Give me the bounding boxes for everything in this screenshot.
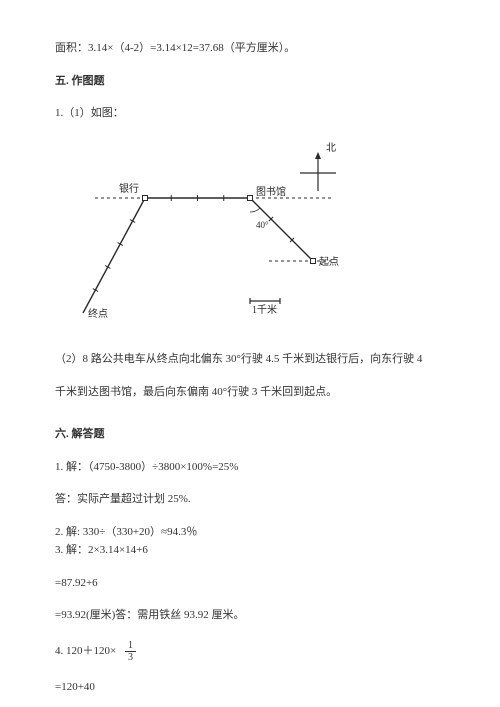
ans3-line2: =87.92+6 bbox=[55, 575, 445, 592]
svg-text:起点: 起点 bbox=[319, 256, 339, 268]
svg-text:40°: 40° bbox=[256, 220, 269, 230]
fraction-numerator: 1 bbox=[125, 640, 136, 652]
svg-text:北: 北 bbox=[326, 142, 336, 154]
ans2-line: 2. 解: 330÷（330+20）≈94.3％ bbox=[55, 524, 445, 541]
section-5-title: 五. 作图题 bbox=[55, 73, 445, 90]
q1-part1-text: 1.（1）如图： bbox=[55, 105, 445, 122]
q1-part2-line-a: （2）8 路公共电车从终点向北偏东 30°行驶 4.5 千米到达银行后，向东行驶… bbox=[55, 351, 445, 368]
fraction-denominator: 3 bbox=[125, 652, 136, 663]
svg-text:银行: 银行 bbox=[119, 182, 139, 195]
ans3-line1: 3. 解：2×3.14×14+6 bbox=[55, 542, 445, 559]
route-diagram: 北 1千米 银行 图书馆终点 起点 40° bbox=[55, 138, 445, 334]
section-6-title: 六. 解答题 bbox=[55, 426, 445, 443]
svg-text:终点: 终点 bbox=[88, 307, 108, 320]
intro-area-line: 面积：3.14×（4-2）=3.14×12=37.68（平方厘米）。 bbox=[55, 40, 445, 57]
ans1-calc: 1. 解：（4750-3800）÷3800×100%=25% bbox=[55, 459, 445, 476]
ans3-line3: =93.92(厘米)答：需用铁丝 93.92 厘米。 bbox=[55, 607, 445, 624]
ans4-line2: =120+40 bbox=[55, 679, 445, 696]
ans4-line1: 4. 120＋120× 1 3 bbox=[55, 640, 445, 663]
ans1-answer: 答：实际产量超过计划 25%. bbox=[55, 491, 445, 508]
ans4-fraction: 1 3 bbox=[125, 640, 136, 663]
ans4-prefix: 4. 120＋120× bbox=[55, 645, 116, 657]
svg-text:1千米: 1千米 bbox=[252, 303, 277, 316]
q1-part2-line-b: 千米到达图书馆，最后向东偏南 40°行驶 3 千米回到起点。 bbox=[55, 384, 445, 401]
svg-text:图书馆: 图书馆 bbox=[256, 185, 286, 198]
